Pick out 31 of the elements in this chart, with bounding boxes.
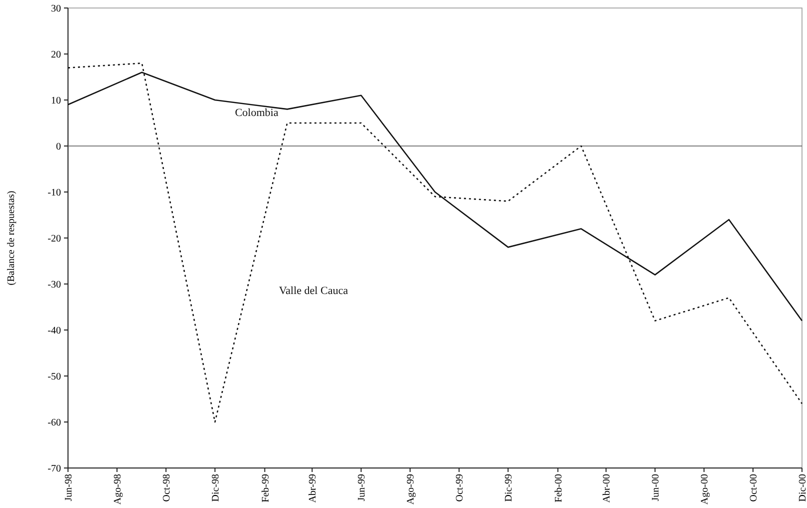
x-tick-label: Dic-99 <box>504 474 515 502</box>
x-tick-label: Ago-98 <box>112 474 124 505</box>
text: Valle del Cauca <box>278 285 348 297</box>
x-tick-label: Oct-99 <box>454 474 466 502</box>
y-tick-label: 30 <box>51 4 61 14</box>
y-tick-label: 0 <box>56 142 61 152</box>
y-tick-label: -10 <box>48 188 61 198</box>
y-tick-label: -50 <box>48 372 61 382</box>
y-tick-label: -70 <box>48 464 61 474</box>
x-tick-label: Feb-00 <box>553 474 564 502</box>
x-tick-label: Dic-98 <box>210 474 222 502</box>
y-tick-label: -60 <box>48 418 61 428</box>
y-tick-label: 10 <box>51 96 61 106</box>
y-tick-label: -40 <box>48 326 61 336</box>
x-tick-label: Jun-98 <box>64 474 74 502</box>
y-tick-label: -20 <box>48 234 61 244</box>
y-tick-label: 20 <box>51 50 61 60</box>
x-tick-label: Feb-99 <box>260 474 272 502</box>
line-series <box>67 62 803 423</box>
x-tick-label: Jun-99 <box>356 474 368 502</box>
y-axis-title: (Balance de respuestas) <box>6 190 17 286</box>
series-label: Colombia <box>234 107 278 119</box>
y-tick-label: -30 <box>48 280 61 290</box>
x-tick-label: Abr-99 <box>308 474 319 503</box>
x-tick-label: Dic-00 <box>798 474 807 502</box>
x-tick-label: Jun-00 <box>650 474 662 502</box>
x-tick-label: Oct-00 <box>748 474 760 502</box>
x-tick-label: Oct-98 <box>161 474 172 502</box>
x-tick-label: Ago-99 <box>406 474 417 505</box>
x-tick-label: Abr-00 <box>602 474 613 503</box>
x-tick-label: Ago-00 <box>700 474 711 505</box>
